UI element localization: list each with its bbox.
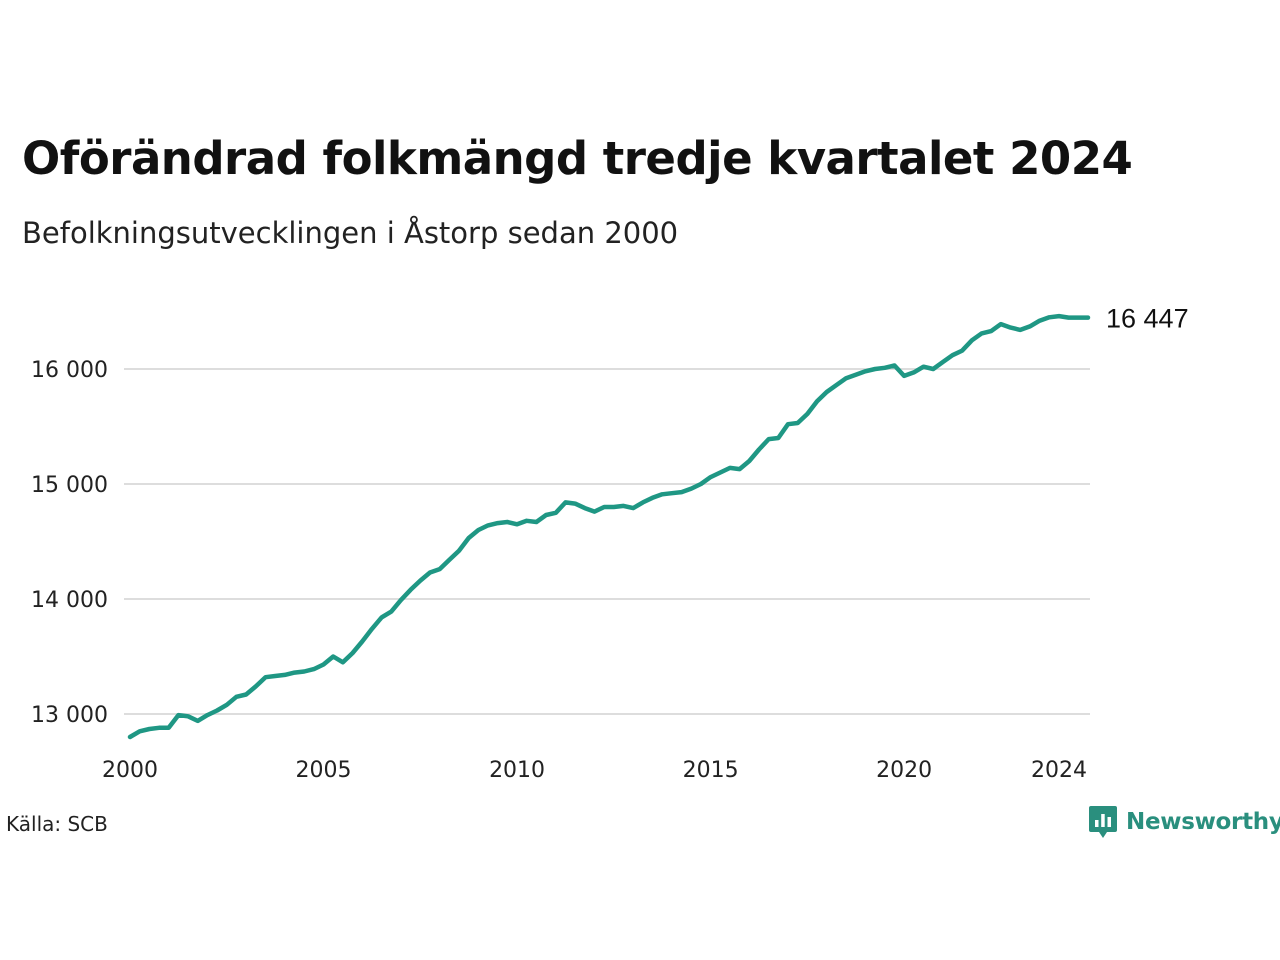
- x-tick-label: 2015: [683, 758, 739, 783]
- source-note: Källa: SCB: [6, 812, 108, 836]
- x-tick-label: 2010: [489, 758, 545, 783]
- brand-logo: Newsworthy: [1088, 804, 1280, 840]
- y-tick-label: 13 000: [31, 703, 108, 728]
- x-tick-label: 2020: [876, 758, 932, 783]
- chart-title: Oförändrad folkmängd tredje kvartalet 20…: [22, 132, 1133, 185]
- x-tick-label: 2005: [296, 758, 352, 783]
- newsworthy-logo-icon: [1089, 806, 1117, 838]
- x-tick-label: 2024: [1031, 758, 1087, 783]
- y-tick-label: 14 000: [31, 588, 108, 613]
- chart-subtitle: Befolkningsutvecklingen i Åstorp sedan 2…: [22, 216, 679, 250]
- y-tick-label: 16 000: [31, 358, 108, 383]
- y-tick-label: 15 000: [31, 473, 108, 498]
- x-tick-label: 2000: [102, 758, 158, 783]
- end-value-label: 16 447: [1106, 304, 1189, 334]
- series-line: [127, 313, 1091, 740]
- brand-name: Newsworthy: [1126, 809, 1280, 835]
